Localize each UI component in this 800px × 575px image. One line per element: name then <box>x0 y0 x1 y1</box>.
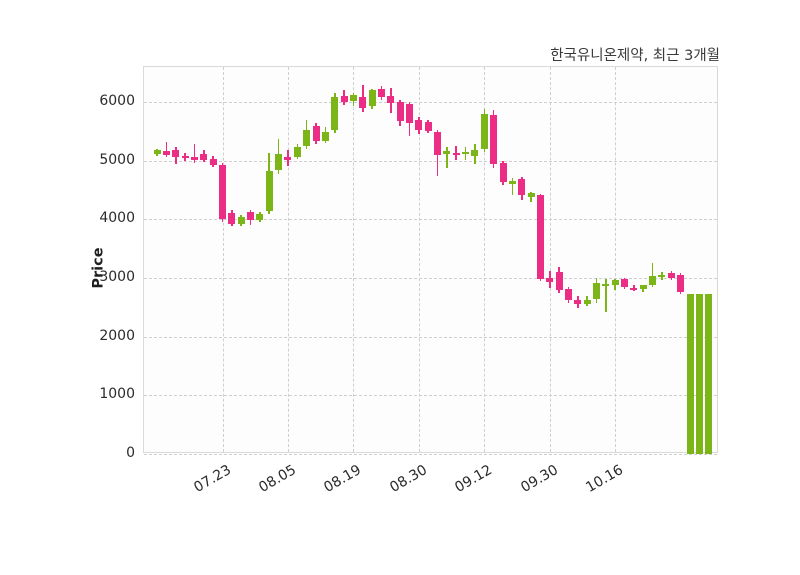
candlestick-body <box>658 274 666 277</box>
candlestick-wick <box>651 262 654 287</box>
candlestick-body <box>312 125 320 142</box>
grid-line-vertical <box>484 67 486 452</box>
candlestick-body <box>209 159 217 165</box>
candlestick-body <box>368 90 376 107</box>
candlestick-body <box>555 271 563 291</box>
candlestick-body <box>340 96 348 102</box>
candlestick-body <box>574 299 582 305</box>
candlestick-body <box>546 277 554 283</box>
candlestick-body <box>686 293 694 454</box>
candlestick-body <box>247 211 255 221</box>
candlestick-body <box>349 95 357 101</box>
candlestick-body <box>630 288 638 291</box>
x-tick-label: 09.30 <box>518 462 561 496</box>
chart-title: 한국유니온제약, 최근 3개월 <box>550 48 720 64</box>
candlestick-body <box>499 162 507 182</box>
candlestick-wick <box>446 146 448 169</box>
candlestick-body <box>303 130 311 147</box>
y-tick-label: 4000 <box>99 210 135 227</box>
candlestick-body <box>331 96 339 130</box>
candlestick-body <box>377 88 385 98</box>
candlestick-body <box>424 122 432 132</box>
grid-line-horizontal <box>144 160 717 162</box>
candlestick-body <box>593 283 601 300</box>
y-tick-label: 3000 <box>99 269 135 286</box>
candlestick-body <box>181 155 189 159</box>
candlestick-body <box>602 283 610 287</box>
candlestick-body <box>480 114 488 150</box>
grid-line-horizontal <box>144 336 717 338</box>
candlestick-body <box>639 285 647 290</box>
candlestick-body <box>228 213 236 224</box>
x-tick-label: 09.12 <box>452 462 496 496</box>
candlestick-body <box>508 181 516 184</box>
candlestick-body <box>434 132 442 155</box>
candlestick-body <box>611 280 619 286</box>
candlestick-body <box>415 119 423 131</box>
x-tick-label: 08.05 <box>256 462 299 496</box>
candlestick-body <box>284 157 292 160</box>
candlestick-body <box>518 178 526 195</box>
candlestick-body <box>172 150 180 158</box>
candlestick-body <box>667 272 675 278</box>
candlestick-wick <box>530 191 532 203</box>
candlestick-body <box>265 171 273 211</box>
grid-line-vertical <box>615 67 617 452</box>
grid-line-horizontal <box>144 278 717 280</box>
x-tick-label: 07.23 <box>190 462 234 496</box>
candlestick-body <box>471 149 479 156</box>
candlestick-body <box>256 213 264 221</box>
candlestick-body <box>219 164 227 220</box>
candlestick-body <box>359 96 367 109</box>
grid-line-horizontal <box>144 219 717 221</box>
candlestick-body <box>443 151 451 154</box>
x-tick-label: 08.30 <box>387 462 430 496</box>
candlestick-body <box>527 193 535 197</box>
x-tick-label: 08.19 <box>321 462 365 496</box>
candlestick-body <box>564 289 572 301</box>
candlestick-body <box>705 293 713 454</box>
candlestick-wick <box>193 143 196 164</box>
candlestick-body <box>237 216 245 224</box>
y-tick-label: 2000 <box>99 327 135 344</box>
plot-area <box>143 66 718 455</box>
candlestick-body <box>396 102 404 121</box>
candlestick-body <box>536 194 544 279</box>
grid-line-horizontal <box>144 395 717 397</box>
candlestick-body <box>190 156 198 161</box>
candlestick-body <box>200 154 208 160</box>
grid-line-vertical <box>418 67 420 452</box>
candlestick-wick <box>165 142 168 158</box>
candlestick-body <box>293 147 301 158</box>
grid-line-horizontal <box>144 454 717 455</box>
candlestick-body <box>162 150 170 155</box>
y-tick-label: 5000 <box>99 151 135 168</box>
candlestick-body <box>153 150 161 154</box>
y-tick-label: 1000 <box>99 386 135 403</box>
candlestick-body <box>490 115 498 165</box>
candlestick-wick <box>511 178 514 196</box>
y-tick-label: 6000 <box>99 93 135 110</box>
candlestick-body <box>462 152 470 155</box>
candlestick-body <box>649 276 657 286</box>
y-tick-label: 0 <box>126 445 135 461</box>
candlestick-body <box>583 300 591 305</box>
x-tick-label: 10.16 <box>583 462 627 496</box>
candlestick-body <box>387 95 395 103</box>
candlestick-body <box>695 293 703 454</box>
candlestick-wick <box>605 278 607 312</box>
candlestick-body <box>452 152 460 155</box>
candlestick-body <box>621 278 629 288</box>
candlestick-body <box>677 274 685 293</box>
grid-line-vertical <box>222 67 224 452</box>
grid-line-vertical <box>287 67 289 452</box>
grid-line-horizontal <box>144 102 717 104</box>
grid-line-vertical <box>549 67 551 452</box>
candlestick-body <box>321 131 329 142</box>
candlestick-body <box>406 103 414 124</box>
candlestick-body <box>275 153 283 171</box>
grid-line-vertical <box>353 67 355 452</box>
